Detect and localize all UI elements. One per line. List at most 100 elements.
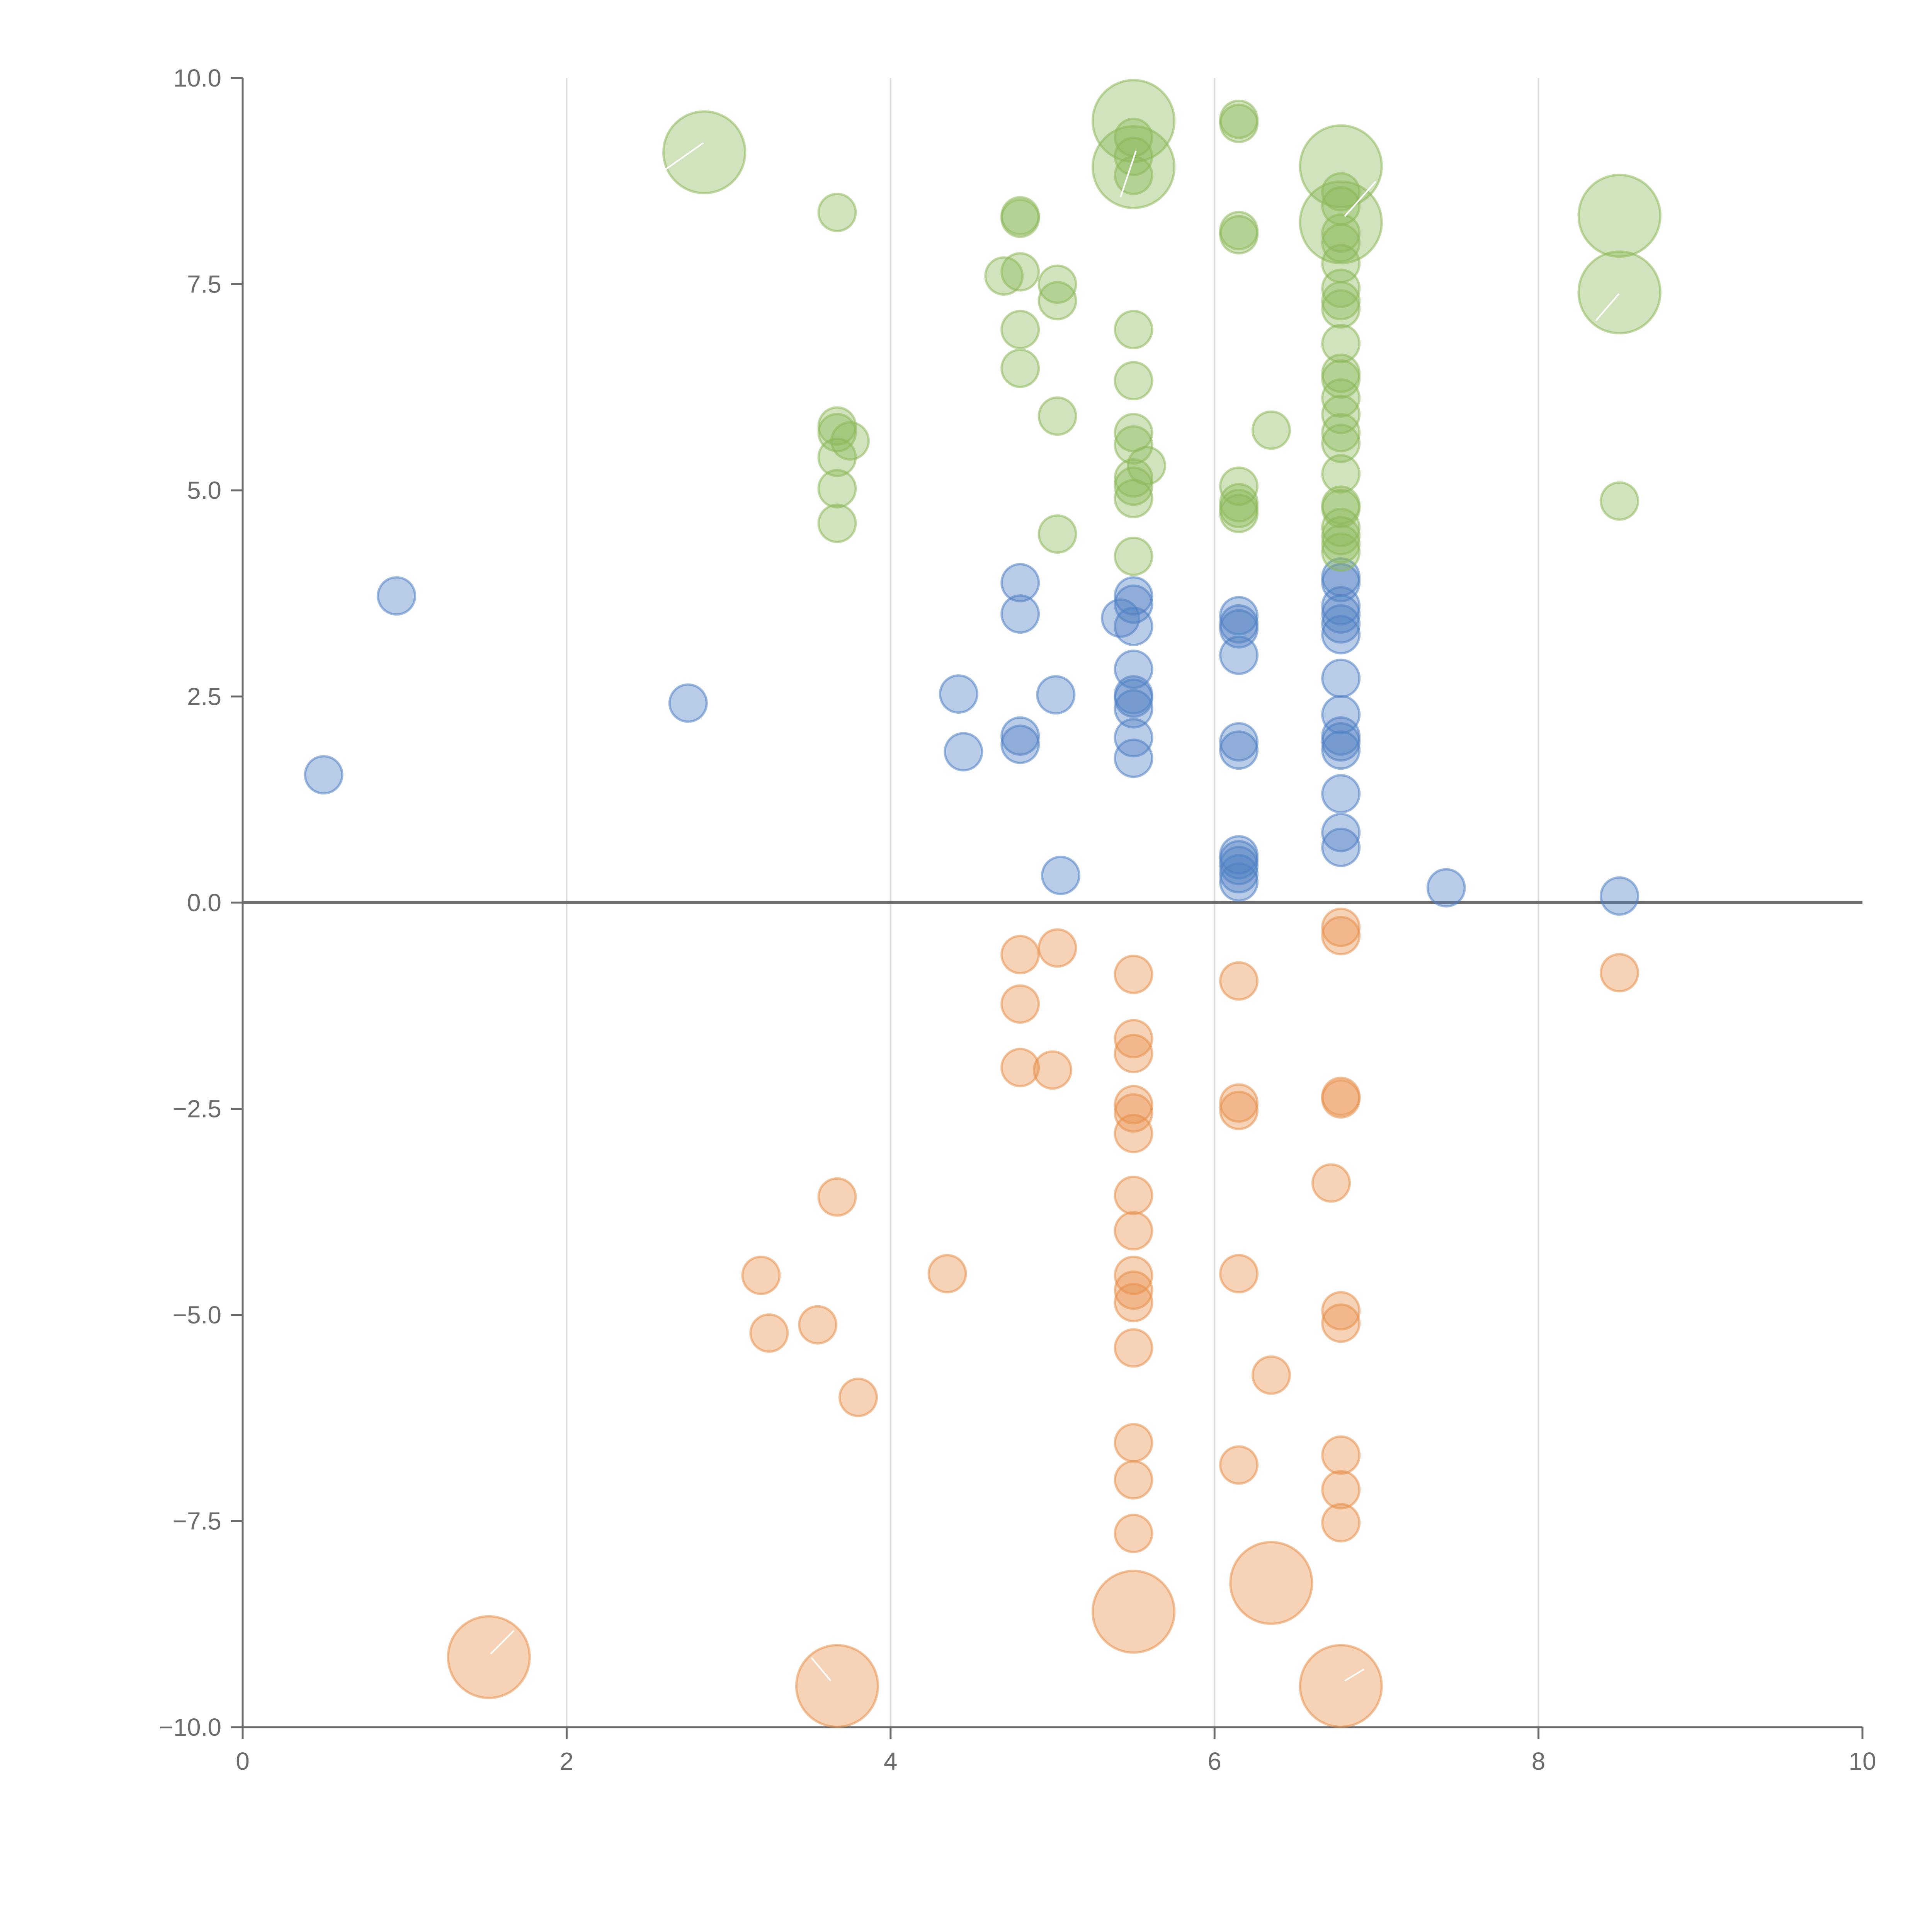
blue-data-point [1321, 695, 1361, 735]
callout-leader [1344, 1668, 1365, 1682]
green-data-point [830, 421, 870, 461]
green-data-point [1114, 458, 1153, 498]
blue-data-point [1114, 607, 1153, 646]
orange-data-point [1219, 1090, 1259, 1130]
blue-data-point [1000, 716, 1040, 756]
y-tick-label: 2.5 [187, 683, 221, 711]
orange-data-point [1000, 984, 1040, 1024]
green-data-point [1219, 215, 1259, 255]
orange-data-point [1000, 935, 1040, 975]
orange-data-point [749, 1313, 789, 1353]
green-data-point [817, 503, 857, 543]
orange-data-point [1321, 1303, 1361, 1343]
orange-data-point [1114, 1175, 1153, 1215]
blue-data-point [1219, 722, 1259, 762]
orange-data-point [1321, 916, 1361, 956]
orange-data-point [1299, 1644, 1383, 1728]
green-data-point [1321, 281, 1361, 321]
blue-data-point [1219, 846, 1259, 885]
green-data-point [1114, 479, 1153, 519]
y-tick-label: −10.0 [159, 1713, 221, 1741]
green-data-point [1321, 223, 1361, 263]
green-data-point [1000, 310, 1040, 349]
blue-data-point [939, 674, 978, 714]
blue-data-point [1321, 722, 1361, 762]
blue-data-point [1114, 738, 1153, 778]
blue-data-point [1321, 813, 1361, 852]
orange-data-point [795, 1644, 879, 1728]
orange-data-point [1033, 1050, 1072, 1090]
orange-data-point [1321, 1079, 1361, 1119]
blue-data-point [1600, 876, 1639, 916]
callout-leader [1344, 181, 1376, 217]
orange-data-point [447, 1615, 531, 1699]
blue-data-point [1321, 604, 1361, 644]
green-data-point [1321, 454, 1361, 494]
green-data-point [817, 469, 857, 509]
orange-data-point [1114, 1270, 1153, 1310]
green-data-point [1600, 481, 1639, 521]
orange-data-point [1114, 1114, 1153, 1153]
blue-data-point [1321, 730, 1361, 770]
green-data-point [1092, 125, 1176, 209]
blue-data-point [1114, 718, 1153, 758]
orange-data-point [1114, 1283, 1153, 1322]
orange-data-point [1219, 1254, 1259, 1294]
callout-layer [490, 142, 1620, 1682]
green-data-point [1321, 172, 1361, 212]
blue-data-point [377, 576, 417, 616]
orange-data-point [1219, 1445, 1259, 1485]
orange-data-point [1600, 953, 1639, 993]
green-data-point [1321, 532, 1361, 572]
orange-data-point [1114, 1423, 1153, 1463]
orange-data-point [1114, 1211, 1153, 1251]
x-tick-label: 0 [236, 1747, 250, 1775]
axis-layer: 10.0 7.5 5.0 2.5 0.0 −2.5 −5.0 −7.5 −10.0 0 2 4 6 8 10 [159, 64, 1876, 1775]
blue-data-point [1000, 724, 1040, 764]
green-data-point [1114, 361, 1153, 401]
green-data-point [1000, 198, 1040, 238]
blue-data-point [668, 683, 708, 723]
blue-data-point [1219, 635, 1259, 675]
green-data-point [1219, 493, 1259, 533]
green-data-point [1114, 536, 1153, 576]
blue-data-point [1426, 868, 1466, 908]
orange-data-point [1114, 1085, 1153, 1124]
x-tick-label: 6 [1208, 1747, 1221, 1775]
green-data-point [1219, 104, 1259, 143]
blue-data-point [1219, 596, 1259, 636]
green-data-point [1114, 466, 1153, 506]
green-data-point [1037, 396, 1077, 436]
orange-data-point [798, 1305, 838, 1345]
green-data-point [1321, 423, 1361, 463]
orange-data-point [1092, 1570, 1176, 1654]
green-data-point [1321, 213, 1361, 253]
orange-data-point [927, 1254, 967, 1294]
green-data-point [1000, 252, 1040, 292]
y-tick-label: 10.0 [173, 64, 221, 92]
orange-data-point [1000, 1048, 1040, 1087]
orange-data-point [1321, 1503, 1361, 1543]
blue-data-point [1321, 615, 1361, 655]
callout-leader [1595, 293, 1620, 321]
callout-leader [1120, 150, 1137, 197]
blue-data-point [1321, 594, 1361, 634]
orange-data-point [1311, 1163, 1351, 1203]
green-data-point [817, 192, 857, 232]
y-tick-label: 7.5 [187, 270, 221, 298]
x-tick-label: 2 [560, 1747, 574, 1775]
green-data-point [984, 256, 1024, 296]
orange-data-point [1114, 1093, 1153, 1133]
orange-data-point [1114, 954, 1153, 994]
green-data-point [662, 110, 747, 194]
blue-data-point [1219, 862, 1259, 902]
y-tick-label: 5.0 [187, 476, 221, 504]
blue-data-point [304, 755, 344, 795]
y-tick-label: −5.0 [173, 1301, 221, 1329]
orange-data-point [1321, 1435, 1361, 1475]
orange-data-point [1321, 908, 1361, 947]
orange-data-point [1114, 1019, 1153, 1059]
blue-data-point [1114, 678, 1153, 718]
